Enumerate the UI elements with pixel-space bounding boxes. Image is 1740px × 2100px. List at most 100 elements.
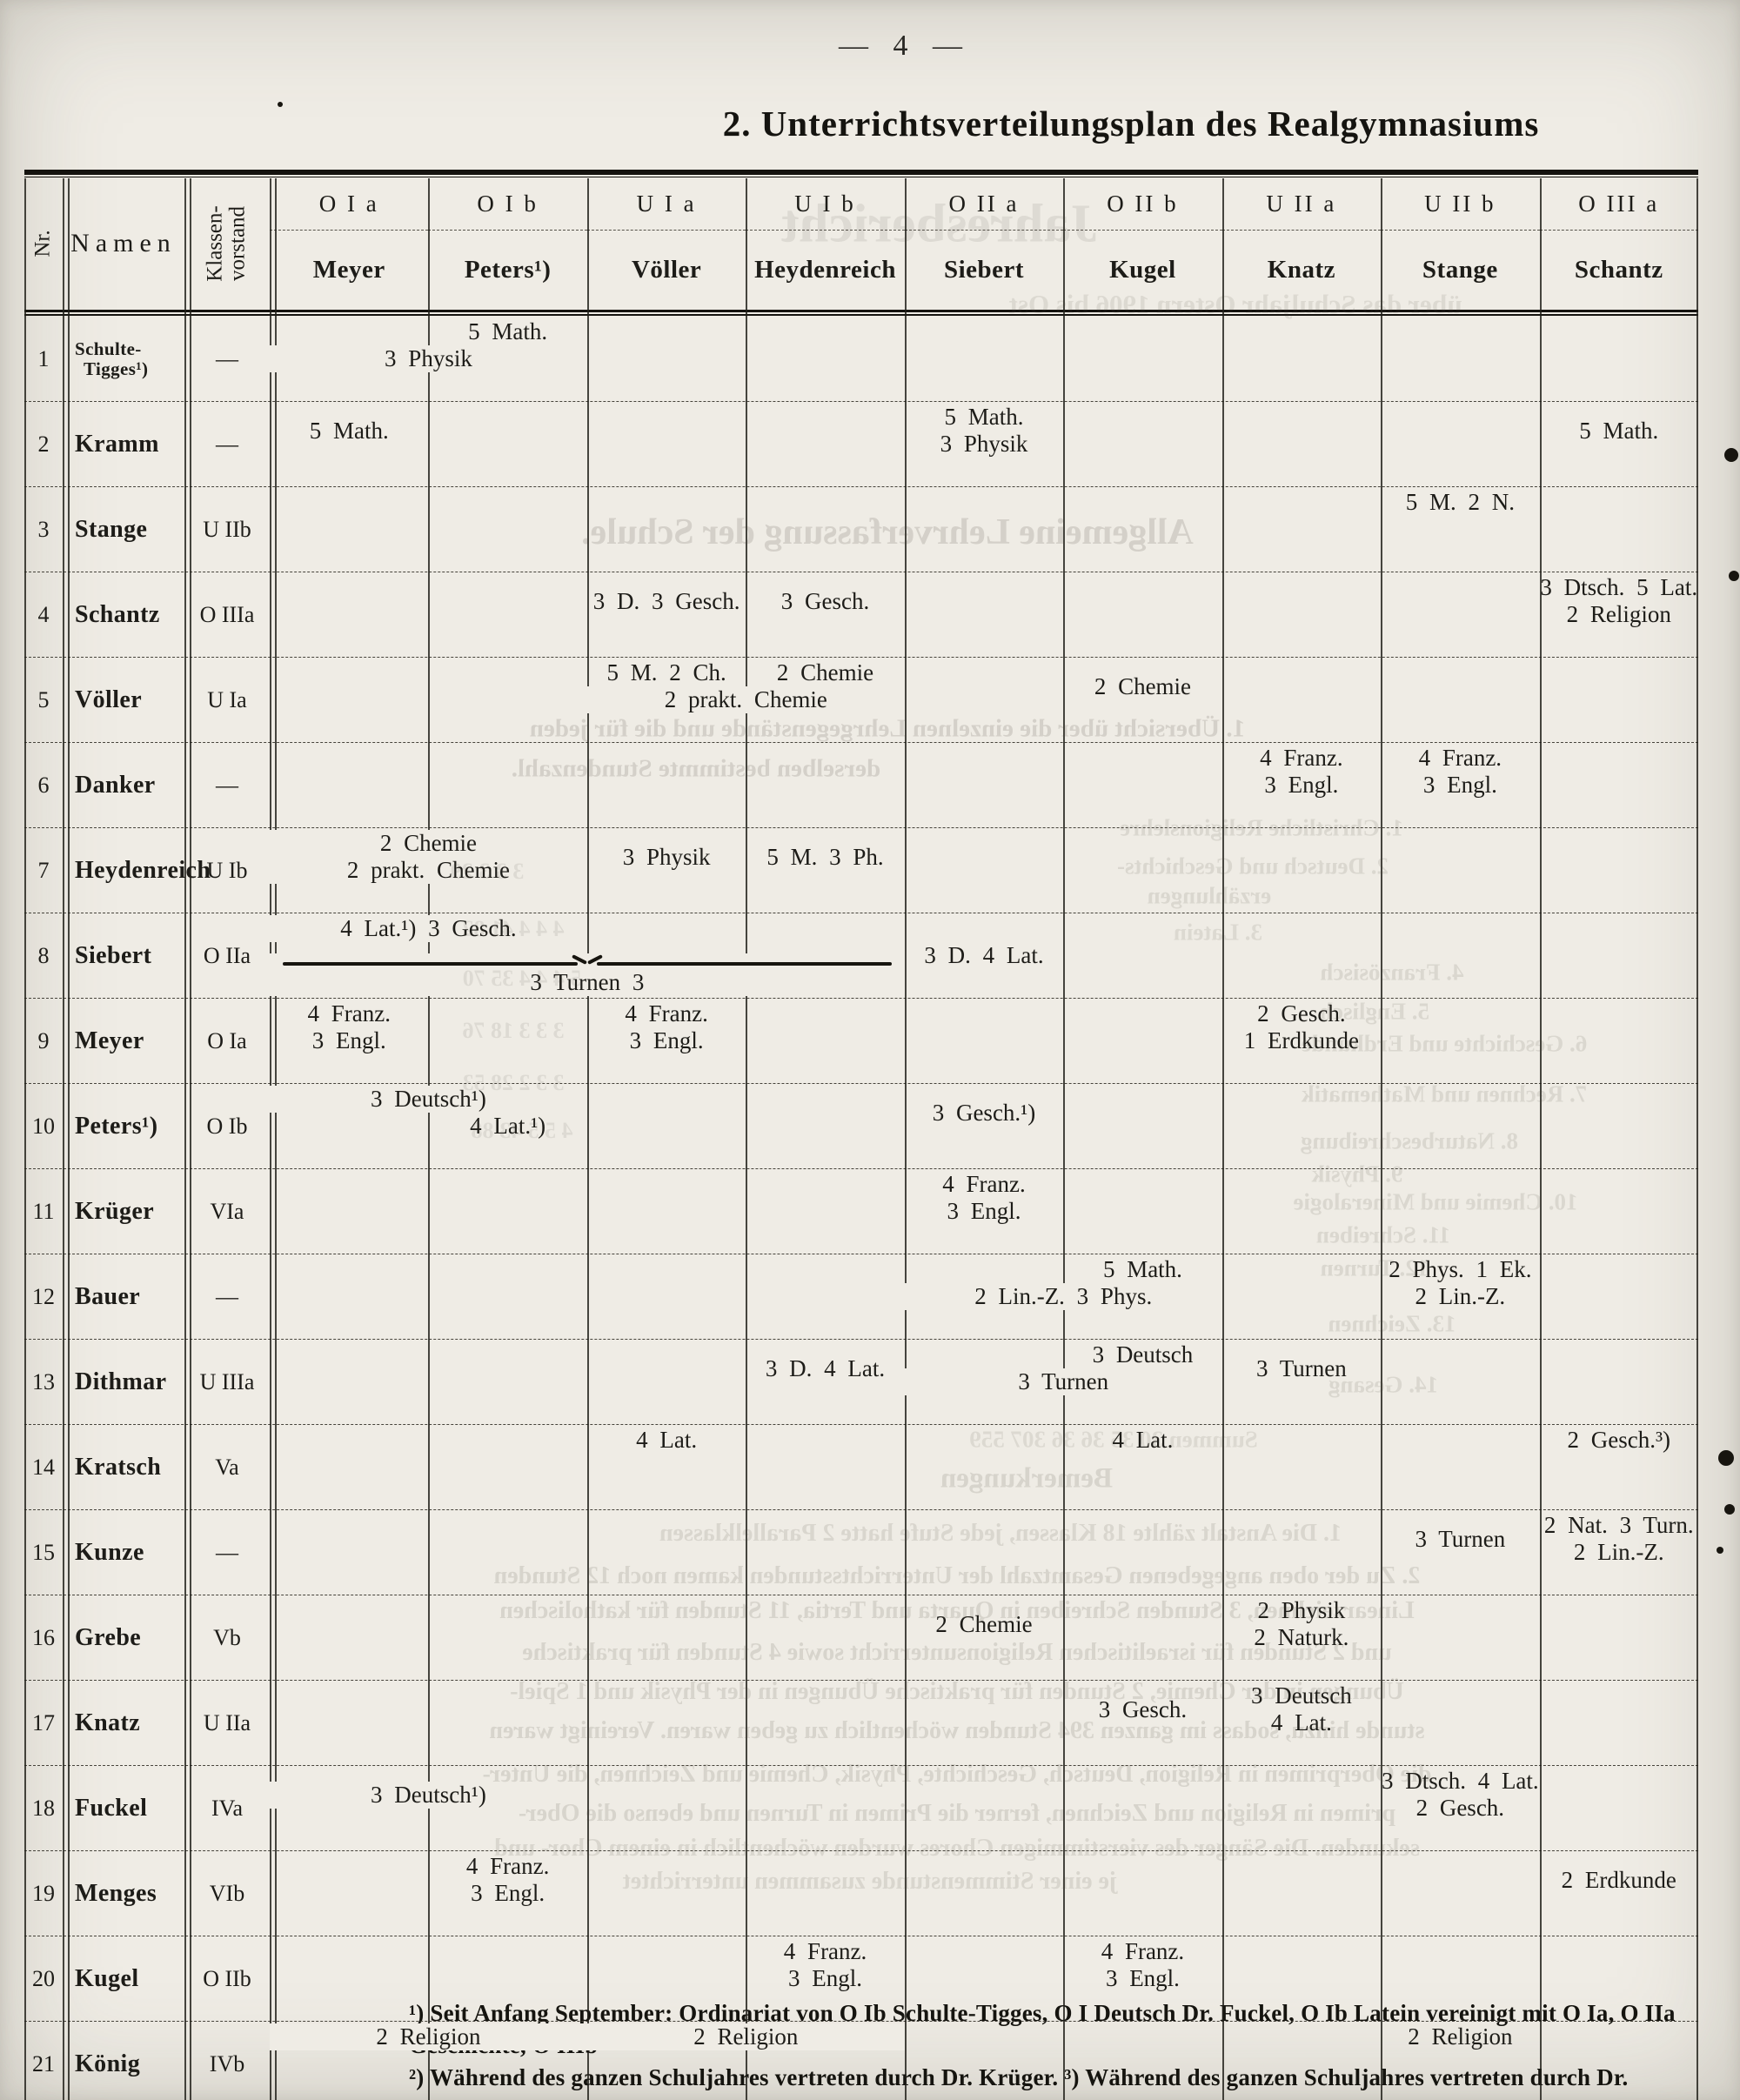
column-header-namen: Namen (70, 229, 177, 257)
class-column-teacher: Meyer (312, 255, 385, 284)
klassenvorstand-value: O Ib (206, 1113, 248, 1139)
assignment-cell: 3 Dtsch. 4 Lat. (1381, 1768, 1539, 1794)
assignment-cell: 3 Engl. (788, 1965, 863, 1991)
row-number: 6 (37, 772, 50, 798)
klassenvorstand-value: — (216, 1283, 238, 1309)
klassenvorstand-value: — (216, 345, 238, 371)
class-column-teacher: Heydenreich (754, 255, 896, 284)
assignment-cell: 3 Gesch. (1098, 1695, 1188, 1722)
class-column-label: U I a (586, 178, 746, 231)
assignment-cell: 3 D. 4 Lat. (765, 1354, 886, 1381)
klassenvorstand-value: O IIIa (199, 601, 255, 627)
grouping-brace (270, 953, 905, 969)
assignment-cell: 4 Franz. (465, 1853, 550, 1879)
header-separator-rule (24, 309, 1698, 317)
row-number: 19 (32, 1880, 55, 1906)
assignment-cell: 3 Deutsch¹) (270, 1781, 587, 1809)
ink-speck (1717, 1547, 1723, 1554)
assignment-cell: 3 Dtsch. 5 Lat. (1540, 574, 1698, 600)
table-row: 17 Knatz U IIa 3 Gesch. 3 Deutsch 4 Lat. (24, 1680, 1698, 1765)
page-number: — 4 — (839, 30, 971, 62)
table-row: 2 Kramm —5 Math. 5 Math. 3 Physik 5 Math. (24, 401, 1698, 486)
footnote-line: ¹) Seit Anfang September: Ordinariat von… (409, 2000, 1676, 2058)
assignment-cell: 2 prakt. Chemie (270, 857, 587, 884)
assignment-cell: 3 D. 3 Gesch. (592, 587, 740, 614)
klassenvorstand-value: O Ia (207, 1027, 247, 1053)
assignment-cell: 4 Franz. (1418, 745, 1502, 771)
table-row: 7 Heydenreich U Ib 2 Chemie 2 prakt. Chemie 3… (24, 827, 1698, 913)
assignment-cell: 3 Deutsch (1092, 1341, 1194, 1368)
assignment-cell: 3 Physik (622, 843, 711, 870)
row-number: 17 (32, 1709, 55, 1736)
assignment-cell: 2 Lin.-Z. 3 Phys. (904, 1283, 1222, 1310)
assignment-cell: 3 Engl. (311, 1027, 386, 1053)
assignment-cell: 3 Physik (270, 345, 587, 372)
teacher-name: Meyer (75, 1027, 144, 1054)
footnotes: ¹) Seit Anfang September: Ordinariat von… (409, 1997, 1696, 2100)
ink-speck (1729, 571, 1739, 581)
assignment-cell: 3 D. 4 Lat. (924, 942, 1044, 968)
klassenvorstand-value: — (216, 1539, 238, 1565)
assignment-cell: 3 Physik (940, 431, 1028, 457)
klassenvorstand-value: U Ia (207, 686, 247, 712)
assignment-cell: 4 Lat.¹) (470, 1113, 546, 1139)
ink-speck (1724, 448, 1738, 462)
class-column-teacher: Peters¹) (464, 255, 552, 284)
row-number: 21 (32, 2050, 55, 2077)
assignment-cell: 3 Engl. (471, 1880, 545, 1906)
row-number: 8 (37, 942, 50, 968)
assignment-cell: 2 Gesch.³) (1567, 1427, 1671, 1453)
klassenvorstand-value: Vb (213, 1624, 241, 1650)
table-row: 6 Danker —4 Franz. 3 Engl. 4 Franz. 3 Engl. (24, 742, 1698, 827)
teacher-name: Fuckel (75, 1794, 148, 1822)
row-number: 20 (32, 1965, 55, 1991)
footnote-line: ²) Während des ganzen Schuljahres vertre… (409, 2064, 1629, 2100)
ink-speck (1724, 1504, 1735, 1515)
row-number: 16 (32, 1624, 55, 1650)
table-row: 13 Dithmar U IIIa 3 D. 4 Lat. 3 Deutsch 3 Tur… (24, 1339, 1698, 1424)
assignment-cell: 2 Gesch. (1257, 1000, 1346, 1027)
teacher-name: König (75, 2050, 141, 2077)
assignment-cell: 2 Phys. 1 Ek. (1389, 1256, 1532, 1282)
teacher-name: Kramm (75, 430, 159, 458)
class-column-label: O II a (904, 178, 1064, 231)
klassenvorstand-value: U IIa (203, 1709, 251, 1736)
klassenvorstand-value: U IIb (203, 516, 251, 542)
assignment-cell: 2 Chemie (270, 830, 587, 857)
klassenvorstand-value: VIa (210, 1198, 244, 1224)
klassenvorstand-value: — (216, 772, 238, 798)
assignment-cell: 4 Franz. (1260, 745, 1343, 771)
class-column-teacher: Stange (1422, 255, 1498, 284)
assignment-cell: 4 Lat. (636, 1427, 698, 1453)
teacher-name: Grebe (75, 1623, 142, 1651)
class-column-teacher: Völler (631, 255, 702, 284)
table-body: 1 Schulte- Tigges¹) —5 Math. 3 Physik 2 Kramm —… (24, 317, 1698, 2100)
assignment-cell: 4 Franz. (307, 1000, 391, 1027)
assignment-cell: 2 Chemie (1094, 672, 1192, 699)
assignment-cell: 5 M. 3 Ph. (766, 843, 884, 870)
assignment-cell: 1 Erdkunde (1243, 1027, 1359, 1053)
klassenvorstand-value: IVa (211, 1795, 244, 1821)
table-row: 11 Krüger VIa 4 Franz. 3 Engl. (24, 1168, 1698, 1254)
class-column-teacher: Kugel (1109, 255, 1176, 284)
table-row: 15 Kunze — 3 Turnen 2 Nat. 3 Turn. 2 Lin.-Z. (24, 1509, 1698, 1595)
assignment-cell: 2 Lin.-Z. (1415, 1283, 1506, 1309)
assignment-cell: 4 Franz. (625, 1000, 708, 1027)
class-column-teacher: Knatz (1267, 255, 1335, 284)
table-header: Nr. Namen Klassen-vorstand O I a Meyer O I… (24, 178, 1698, 309)
teacher-name: Krüger (75, 1197, 155, 1225)
klassenvorstand-value: O IIb (203, 1965, 251, 1991)
assignment-cell: 3 Turnen (1255, 1354, 1347, 1381)
teacher-name: Kugel (75, 1964, 139, 1992)
klassenvorstand-value: U IIIa (199, 1368, 255, 1394)
assignment-cell: 4 Franz. (1101, 1938, 1185, 1964)
class-column-label: U I b (746, 178, 905, 231)
assignment-cell: 2 Lin.-Z. (1573, 1539, 1664, 1565)
assignment-cell: 5 Math. (468, 318, 548, 344)
assignment-cell: 3 Deutsch (1251, 1682, 1352, 1709)
assignment-cell: 5 Math. (1579, 417, 1659, 444)
assignment-cell: 3 Engl. (629, 1027, 704, 1053)
klassenvorstand-value: Va (215, 1454, 239, 1480)
assignment-cell: 2 Religion (1408, 2023, 1513, 2050)
